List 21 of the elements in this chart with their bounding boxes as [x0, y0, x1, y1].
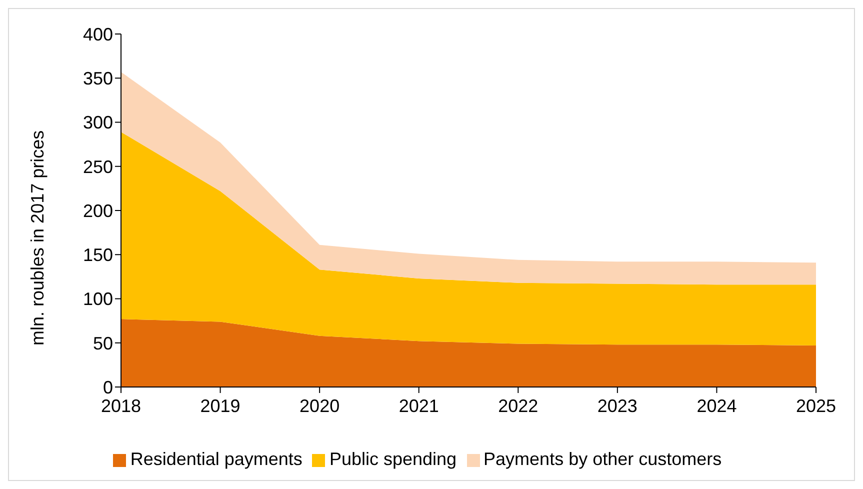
x-tick-label: 2024	[696, 396, 737, 416]
x-tick-label: 2020	[300, 396, 340, 416]
y-tick-label: 0	[102, 377, 113, 398]
y-tick-label: 400	[82, 24, 113, 44]
x-tick-label: 2021	[398, 396, 439, 416]
y-tick-label: 350	[82, 68, 113, 89]
x-tick-label: 2019	[200, 396, 240, 416]
legend-label: Residential payments	[130, 449, 302, 469]
y-tick-label: 100	[82, 289, 113, 310]
y-tick-label: 200	[82, 200, 113, 221]
legend-label: Public spending	[329, 449, 457, 469]
x-tick-label: 2018	[100, 396, 142, 416]
y-tick-label: 300	[82, 112, 113, 133]
x-tick-label: 2023	[597, 396, 638, 416]
x-tick-label: 2025	[796, 396, 836, 416]
y-tick-label: 150	[82, 245, 113, 266]
y-tick-label: 250	[82, 156, 113, 177]
legend-label: Payments by other customers	[484, 449, 722, 469]
y-axis-title: mln. roubles in 2017 prices	[27, 130, 48, 346]
y-tick-label: 50	[92, 333, 113, 354]
x-tick-label: 2022	[498, 396, 538, 416]
